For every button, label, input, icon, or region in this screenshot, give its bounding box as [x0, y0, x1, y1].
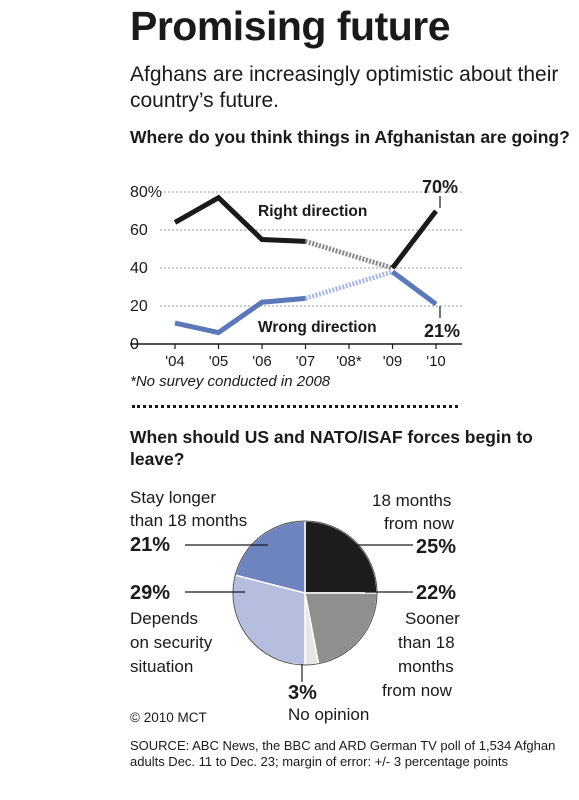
y-tick-label: 20 [130, 298, 148, 315]
section-divider [132, 405, 458, 408]
source-note: SOURCE: ABC News, the BBC and ARD German… [130, 738, 556, 769]
series-line-wrong-direction-recent [391, 269, 438, 307]
pie-label-stay-longer-line1: Stay longer [130, 488, 216, 507]
pie-value-18-months: 25% [416, 536, 457, 558]
y-tick-label: 40 [130, 260, 148, 277]
credit: © 2010 MCT [130, 710, 207, 725]
line-chart-x-ticks: '04 '05 '06 '07 '08* '09 '10 [165, 344, 446, 370]
x-tick-label: '10 [426, 353, 446, 370]
y-tick-label: 80% [130, 184, 162, 201]
pie-value-sooner: 22% [416, 582, 457, 604]
y-tick-label: 0 [130, 336, 139, 353]
pie-chart-title: When should US and NATO/ISAF forces begi… [130, 427, 533, 469]
series-label-wrong-direction: Wrong direction [258, 319, 377, 336]
pie-outline [232, 520, 378, 666]
end-label-right-direction: 70% [422, 177, 458, 197]
x-tick-label: '05 [209, 353, 229, 370]
line-chart-series [173, 194, 438, 336]
pie-slice-18-months [304, 520, 378, 594]
pie-label-no-opinion: No opinion [288, 705, 370, 724]
line-chart-footnote: *No survey conducted in 2008 [130, 373, 331, 390]
page-title: Promising future [130, 3, 451, 49]
series-line-right-direction-recent [390, 209, 438, 270]
series-label-right-direction: Right direction [258, 203, 367, 220]
line-chart-title: Where do you think things in Afghanistan… [130, 127, 570, 147]
y-tick-label: 60 [130, 222, 148, 239]
pie-label-stay-longer-line2: than 18 months [130, 511, 248, 530]
pie-label-depends-line3: situation [130, 657, 194, 676]
x-tick-label: '06 [252, 353, 272, 370]
pie-value-depends: 29% [130, 582, 171, 604]
pie-value-no-opinion: 3% [288, 682, 317, 704]
x-tick-label: '04 [165, 353, 185, 370]
series-gap-right-direction [304, 239, 394, 271]
pie-label-depends-line1: Depends [130, 609, 199, 628]
pie-label-sooner-line4: from now [382, 681, 452, 700]
series-line-right-direction [173, 194, 306, 244]
line-chart-y-ticks: 0 20 40 60 80% [130, 184, 162, 353]
pie-label-sooner-line2: than 18 [398, 633, 455, 652]
x-tick-label: '08* [336, 353, 362, 370]
x-tick-label: '09 [383, 353, 403, 370]
pie-chart [232, 520, 378, 666]
series-line-wrong-direction [174, 295, 306, 336]
pie-label-depends-line2: on security [130, 633, 213, 652]
x-tick-label: '07 [296, 353, 316, 370]
line-chart-grid [130, 191, 462, 345]
pie-label-18-months-line2: from now [384, 514, 454, 533]
series-gap-wrong-direction [304, 269, 394, 301]
pie-label-18-months-line1: 18 months [372, 491, 452, 510]
end-label-wrong-direction: 21% [424, 321, 460, 341]
pie-value-stay-longer: 21% [130, 534, 171, 556]
pie-label-sooner-line3: months [398, 657, 454, 676]
page-subtitle: Afghans are increasingly optimistic abou… [130, 63, 559, 112]
pie-label-sooner-line1: Sooner [405, 609, 460, 628]
